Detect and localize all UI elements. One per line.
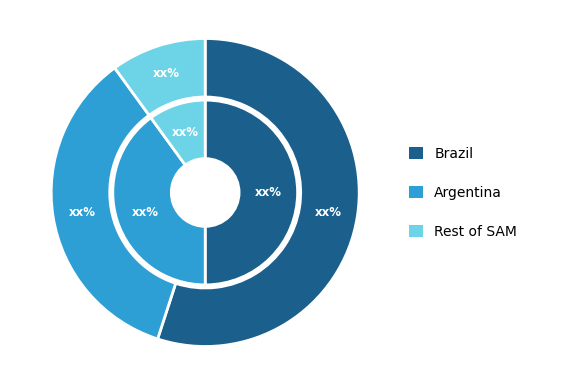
Text: xx%: xx%: [315, 206, 342, 219]
Text: xx%: xx%: [68, 206, 96, 219]
Wedge shape: [151, 100, 205, 165]
Wedge shape: [51, 68, 176, 339]
Text: xx%: xx%: [132, 206, 158, 219]
Wedge shape: [158, 38, 359, 346]
Text: xx%: xx%: [153, 67, 180, 80]
Wedge shape: [115, 38, 205, 115]
Text: xx%: xx%: [255, 186, 282, 199]
Legend: Brazil, Argentina, Rest of SAM: Brazil, Argentina, Rest of SAM: [404, 141, 523, 244]
Wedge shape: [113, 118, 205, 285]
Text: xx%: xx%: [172, 126, 199, 139]
Wedge shape: [205, 100, 298, 285]
